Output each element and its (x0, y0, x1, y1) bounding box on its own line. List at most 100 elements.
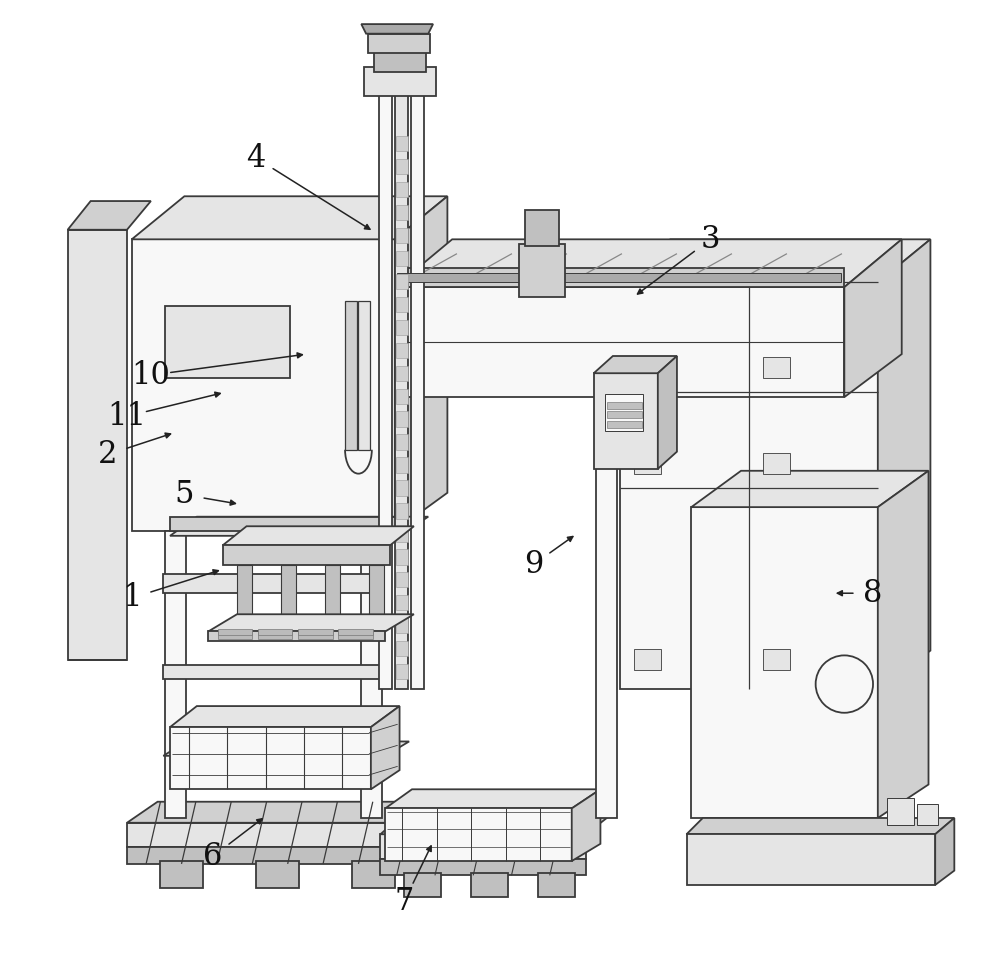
Bar (887, 798, 914, 825)
Polygon shape (687, 818, 954, 834)
Bar (218, 632, 252, 639)
Bar (396, 549, 408, 564)
Polygon shape (170, 516, 400, 531)
Polygon shape (132, 196, 447, 239)
Bar (395, 86, 408, 689)
Bar (607, 402, 642, 409)
Polygon shape (385, 808, 572, 861)
Bar (258, 629, 292, 635)
Bar (396, 205, 408, 221)
Polygon shape (380, 813, 613, 834)
Text: 4: 4 (246, 142, 266, 174)
Polygon shape (572, 790, 600, 861)
Bar (396, 388, 408, 404)
Polygon shape (594, 356, 677, 373)
Bar (352, 861, 395, 888)
Bar (396, 595, 408, 610)
Polygon shape (68, 201, 151, 229)
Bar (596, 435, 617, 818)
Bar (411, 86, 424, 689)
Text: 7: 7 (395, 885, 414, 916)
Bar (538, 874, 575, 897)
Polygon shape (127, 823, 395, 846)
Polygon shape (878, 470, 929, 818)
Bar (379, 86, 392, 689)
Bar (917, 803, 938, 825)
Polygon shape (127, 846, 395, 864)
Polygon shape (844, 239, 902, 397)
Bar (396, 458, 408, 472)
Bar (358, 302, 370, 450)
Bar (396, 343, 408, 358)
Polygon shape (208, 614, 414, 631)
Polygon shape (687, 834, 935, 885)
Bar (396, 412, 408, 427)
Polygon shape (691, 470, 929, 508)
Bar (634, 649, 661, 670)
Polygon shape (223, 526, 414, 546)
Bar (325, 564, 340, 622)
Polygon shape (371, 706, 400, 790)
Polygon shape (620, 282, 878, 689)
Bar (763, 453, 790, 473)
Bar (298, 629, 333, 635)
Bar (525, 210, 559, 246)
Bar (607, 412, 642, 418)
Bar (364, 67, 436, 96)
Bar (218, 629, 252, 635)
Bar (258, 632, 292, 639)
Text: 2: 2 (98, 439, 118, 470)
Polygon shape (658, 356, 677, 468)
Polygon shape (691, 508, 878, 818)
Bar (338, 629, 373, 635)
Polygon shape (170, 706, 400, 727)
Polygon shape (163, 574, 385, 593)
Bar (397, 272, 841, 282)
Text: 6: 6 (203, 840, 223, 872)
Bar (605, 394, 643, 430)
Bar (519, 244, 565, 297)
Bar (396, 159, 408, 175)
Text: 11: 11 (107, 401, 146, 431)
Text: 1: 1 (122, 583, 142, 614)
Bar (396, 251, 408, 266)
Polygon shape (127, 801, 428, 823)
Bar (471, 874, 508, 897)
Bar (404, 874, 441, 897)
Bar (396, 572, 408, 588)
Bar (165, 306, 290, 378)
Polygon shape (132, 239, 395, 531)
Polygon shape (395, 287, 844, 397)
Polygon shape (620, 239, 930, 282)
Polygon shape (395, 268, 844, 287)
Bar (396, 618, 408, 633)
Bar (369, 564, 384, 622)
Bar (338, 632, 373, 639)
Polygon shape (395, 196, 447, 531)
Bar (396, 227, 408, 243)
Bar (396, 504, 408, 518)
Polygon shape (385, 790, 600, 808)
Bar (634, 357, 661, 378)
Bar (396, 320, 408, 335)
Bar (396, 297, 408, 312)
Bar (298, 632, 333, 639)
Text: 10: 10 (131, 359, 170, 390)
Polygon shape (223, 546, 390, 564)
Bar (345, 302, 357, 450)
Bar (368, 33, 430, 53)
Bar (396, 136, 408, 151)
Bar (634, 453, 661, 473)
Bar (396, 526, 408, 542)
Text: 9: 9 (524, 549, 543, 580)
Polygon shape (935, 818, 954, 885)
Polygon shape (170, 516, 428, 536)
Bar (396, 664, 408, 679)
Polygon shape (380, 859, 586, 875)
Bar (763, 357, 790, 378)
Bar (237, 564, 252, 622)
Bar (374, 48, 426, 72)
Bar (361, 531, 382, 818)
Polygon shape (594, 373, 658, 468)
Bar (396, 641, 408, 656)
